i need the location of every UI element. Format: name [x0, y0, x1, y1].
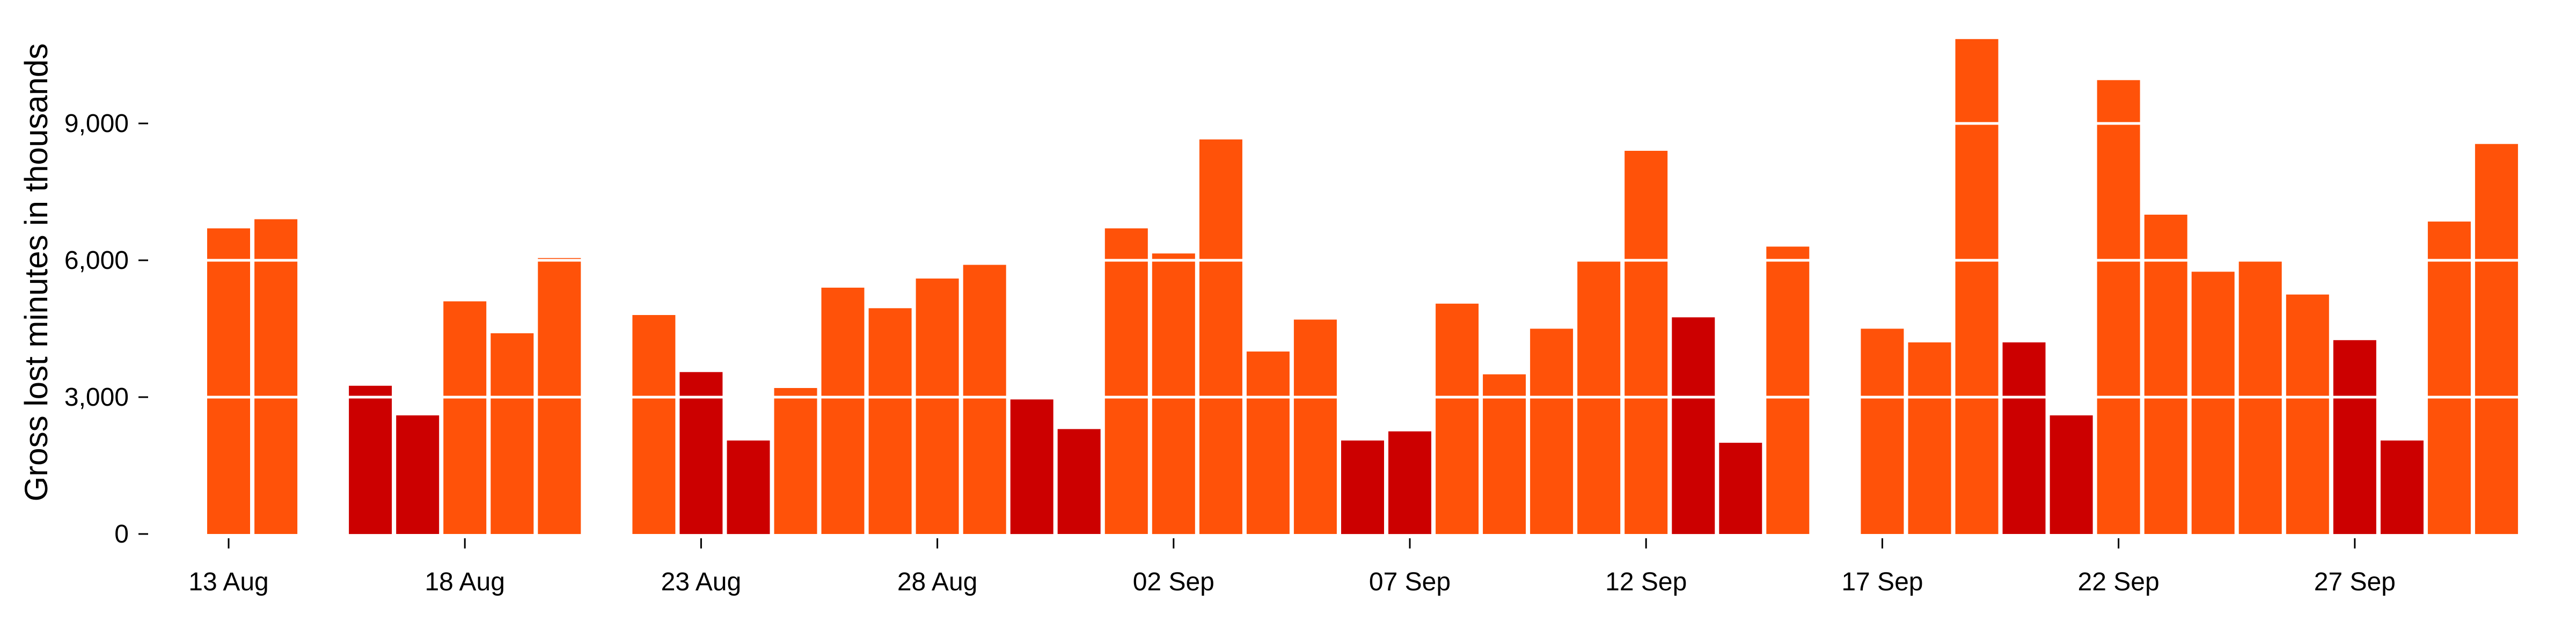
bar-2023-09-09	[1483, 374, 1526, 534]
bar-2023-08-25	[774, 388, 817, 534]
bar-2023-09-05	[1293, 319, 1337, 534]
bar-2023-09-24	[2191, 272, 2235, 535]
bar-2023-09-27	[2333, 340, 2376, 535]
bar-2023-08-17	[396, 415, 440, 534]
x-tick-label: 17 Sep	[1841, 568, 1923, 596]
y-axis-title: Gross lost minutes in thousands	[18, 43, 54, 502]
bar-2023-09-14	[1719, 443, 1762, 534]
bars-layer	[207, 39, 2518, 535]
bar-2023-09-21	[2050, 415, 2093, 534]
bar-2023-08-23	[679, 372, 723, 535]
bar-2023-09-04	[1246, 352, 1290, 534]
bar-2023-08-18	[443, 301, 487, 534]
bar-2023-08-16	[349, 385, 392, 535]
bar-2023-09-01	[1104, 228, 1148, 534]
x-tick-label: 02 Sep	[1133, 568, 1214, 596]
bar-2023-09-07	[1388, 431, 1431, 535]
x-tick-label: 22 Sep	[2078, 568, 2160, 596]
bar-2023-09-28	[2380, 440, 2424, 535]
bar-2023-09-30	[2475, 144, 2518, 535]
bar-2023-08-22	[632, 315, 676, 534]
bar-2023-09-08	[1436, 303, 1479, 535]
bar-2023-09-10	[1530, 328, 1574, 534]
bar-2023-09-26	[2286, 294, 2329, 535]
bar-2023-09-15	[1766, 246, 1810, 534]
y-tick-label: 6,000	[64, 246, 129, 275]
axes-layer: 0 3,000 6,000 9,000 13 Aug 18 Aug 23 Aug 28 Aug…	[64, 109, 2396, 596]
x-tick-label: 28 Aug	[897, 568, 977, 596]
bar-2023-08-19	[491, 333, 534, 534]
bar-2023-09-29	[2427, 221, 2471, 535]
bar-2023-08-26	[821, 288, 865, 534]
bar-2023-08-24	[727, 440, 770, 535]
y-tick-label: 3,000	[64, 383, 129, 412]
bar-2023-09-13	[1672, 317, 1715, 535]
bar-2023-08-27	[868, 308, 912, 535]
bar-2023-08-13	[207, 228, 250, 534]
bar-2023-09-18	[1908, 342, 1951, 534]
x-tick-label: 13 Aug	[188, 568, 268, 596]
bar-2023-08-14	[254, 219, 298, 534]
bar-2023-09-19	[1955, 39, 1999, 535]
x-tick-label: 12 Sep	[1605, 568, 1687, 596]
x-tick-label: 23 Aug	[661, 568, 741, 596]
bar-2023-09-23	[2144, 215, 2187, 534]
x-tick-label: 27 Sep	[2314, 568, 2396, 596]
bar-2023-09-17	[1861, 328, 1904, 534]
gridlines-layer	[181, 122, 2544, 399]
bar-2023-09-06	[1341, 440, 1384, 535]
bar-2023-09-22	[2097, 80, 2140, 535]
x-tick-label: 07 Sep	[1369, 568, 1451, 596]
bar-2023-08-29	[963, 265, 1006, 534]
x-tick-label: 18 Aug	[425, 568, 504, 596]
bar-2023-09-02	[1152, 253, 1195, 535]
bar-2023-09-03	[1199, 139, 1242, 535]
bar-2023-09-12	[1624, 151, 1668, 534]
bar-2023-09-20	[2002, 342, 2046, 534]
bar-2023-08-31	[1057, 429, 1101, 534]
bar-2023-08-28	[916, 279, 959, 534]
y-tick-label: 9,000	[64, 109, 129, 138]
bar-2023-08-30	[1010, 399, 1053, 535]
y-tick-label: 0	[114, 520, 129, 548]
